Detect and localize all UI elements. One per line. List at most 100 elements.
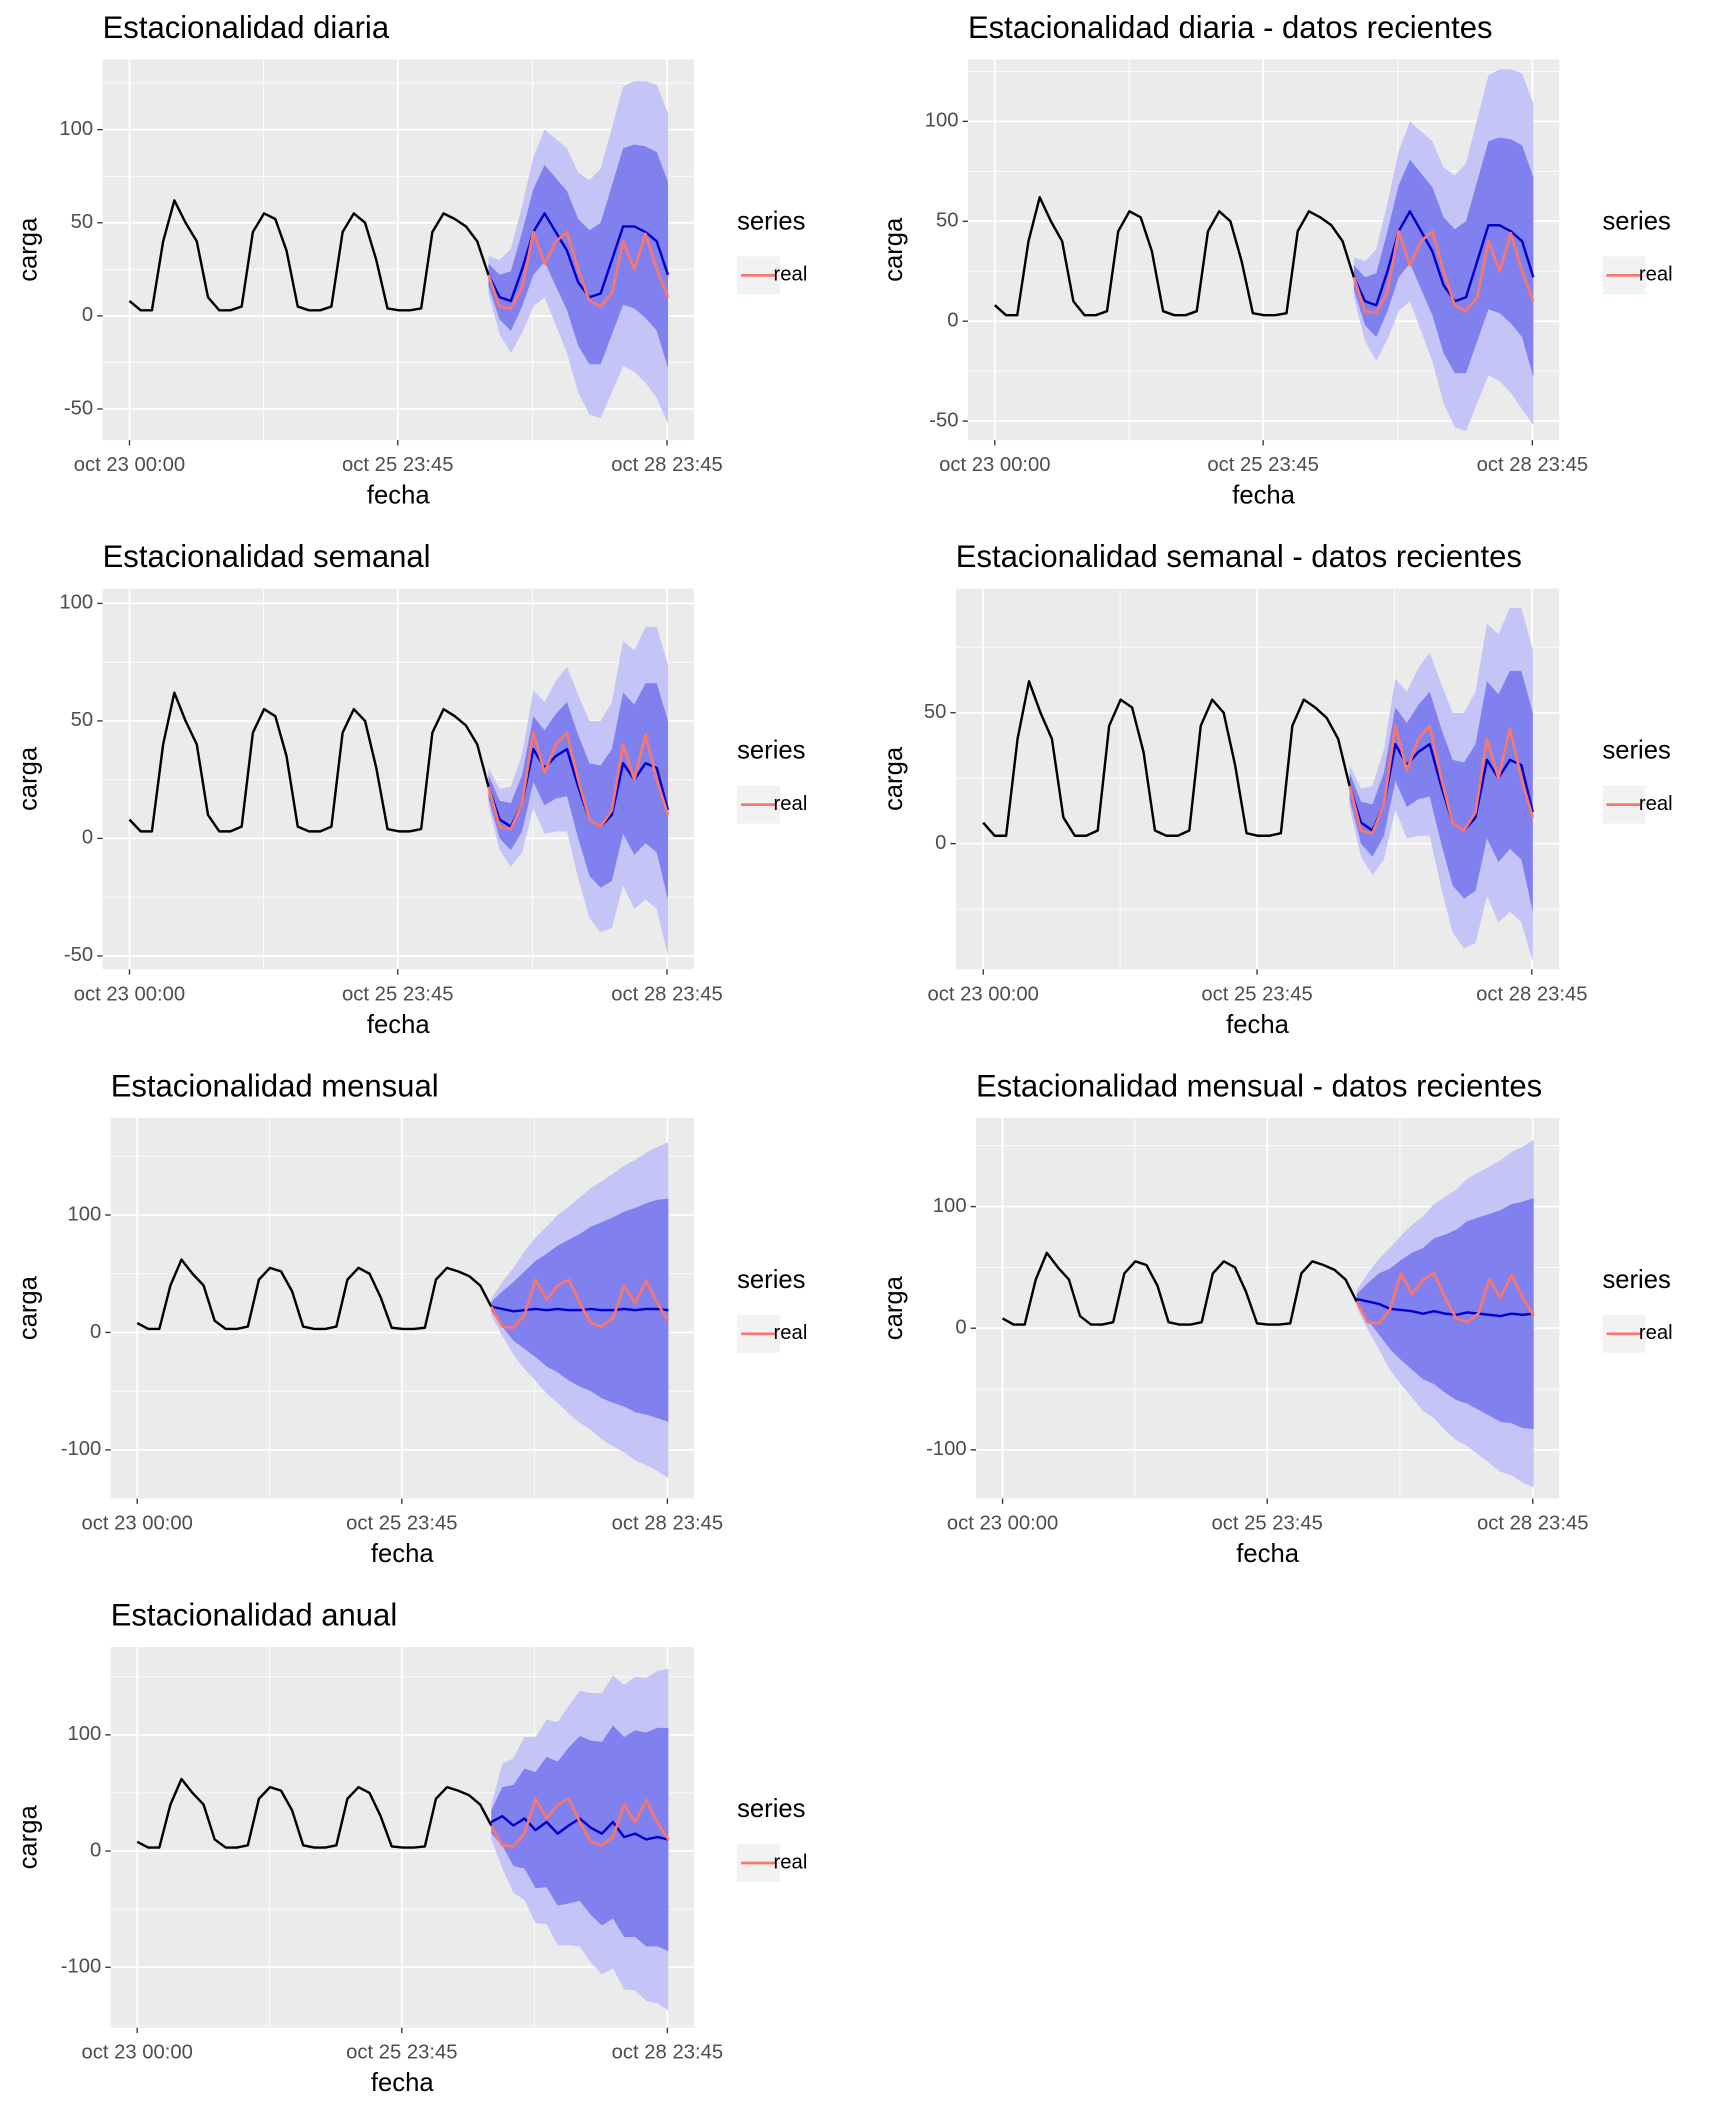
legend-title: series: [1602, 737, 1670, 765]
legend-title: series: [1602, 208, 1670, 236]
x-tick-label: oct 23 00:00: [81, 2042, 192, 2064]
chart-title: Estacionalidad diaria: [103, 10, 390, 45]
y-tick-label: 50: [71, 211, 94, 233]
forecast-line: [490, 1814, 669, 1841]
y-tick-label: -50: [64, 397, 93, 419]
legend-label: real: [1639, 793, 1673, 815]
y-tick-label: 100: [933, 1195, 967, 1217]
legend-label: real: [774, 1851, 808, 1873]
y-tick-label: -100: [61, 1956, 102, 1978]
y-axis-title: carga: [880, 746, 908, 811]
real-line: [1355, 1272, 1535, 1325]
y-axis-title: carga: [880, 1275, 908, 1340]
x-axis-title: fecha: [371, 1540, 434, 1568]
history-line: [994, 196, 1355, 317]
band-80: [491, 1725, 669, 1952]
x-tick-label: oct 28 23:45: [611, 983, 722, 1005]
y-tick-label: 0: [82, 827, 93, 849]
forecast-line: [1352, 210, 1535, 307]
history-line: [982, 680, 1351, 837]
forecast-line: [491, 1305, 669, 1313]
x-tick-label: oct 25 23:45: [346, 1512, 457, 1534]
x-axis-title: fecha: [1226, 1011, 1289, 1039]
y-tick-label: 100: [59, 592, 93, 614]
y-tick-label: 100: [67, 1203, 101, 1225]
x-tick-label: oct 25 23:45: [1211, 1512, 1322, 1534]
real-line: [487, 230, 670, 310]
band-80: [488, 144, 668, 369]
history-line: [136, 1777, 493, 1849]
x-tick-label: oct 23 00:00: [81, 1512, 192, 1534]
x-axis-title: fecha: [367, 1011, 430, 1039]
history-line: [128, 691, 490, 833]
y-axis-title: carga: [880, 217, 908, 282]
y-tick-label: 0: [947, 310, 958, 332]
y-tick-label: 0: [90, 1839, 101, 1861]
x-tick-label: oct 28 23:45: [1477, 454, 1588, 476]
x-axis-title: fecha: [1236, 1540, 1299, 1568]
legend-title: series: [737, 1795, 805, 1823]
x-tick-label: oct 25 23:45: [1207, 454, 1318, 476]
x-axis-title: fecha: [1232, 482, 1295, 510]
x-tick-label: oct 23 00:00: [939, 454, 1050, 476]
real-line: [490, 1278, 670, 1330]
y-axis-title: carga: [14, 1275, 42, 1340]
legend-title: series: [737, 208, 805, 236]
y-tick-label: -50: [64, 944, 93, 966]
y-axis-title: carga: [14, 746, 42, 811]
y-tick-label: 0: [955, 1317, 966, 1339]
chart-title: Estacionalidad anual: [111, 1598, 398, 1633]
real-line: [487, 731, 670, 831]
x-tick-label: oct 23 00:00: [927, 983, 1038, 1005]
x-tick-label: oct 25 23:45: [1201, 983, 1312, 1005]
legend-label: real: [774, 793, 808, 815]
legend-label: real: [774, 264, 808, 286]
real-line: [1348, 724, 1535, 835]
x-tick-label: oct 25 23:45: [346, 2042, 457, 2064]
history-line: [128, 199, 490, 312]
x-tick-label: oct 28 23:45: [611, 454, 722, 476]
x-tick-label: oct 25 23:45: [342, 983, 453, 1005]
history-line: [136, 1258, 493, 1331]
x-tick-label: oct 25 23:45: [342, 454, 453, 476]
history-line: [1001, 1251, 1358, 1326]
y-tick-label: 0: [935, 832, 946, 854]
y-tick-label: 100: [67, 1723, 101, 1745]
y-tick-label: -50: [929, 409, 958, 431]
chart-title: Estacionalidad mensual: [111, 1068, 439, 1103]
real-line: [1352, 229, 1535, 315]
x-tick-label: oct 23 00:00: [74, 454, 185, 476]
legend-label: real: [1639, 1322, 1673, 1344]
chart-title: Estacionalidad semanal - datos recientes: [956, 539, 1522, 574]
y-axis-title: carga: [14, 217, 42, 282]
y-tick-label: 50: [71, 709, 94, 731]
forecast-line: [487, 212, 670, 303]
y-tick-label: 50: [936, 210, 959, 232]
x-tick-label: oct 28 23:45: [1476, 983, 1587, 1005]
y-tick-label: -100: [61, 1438, 102, 1460]
y-tick-label: 50: [924, 701, 947, 723]
x-tick-label: oct 23 00:00: [947, 1512, 1058, 1534]
y-axis-title: carga: [14, 1805, 42, 1870]
legend-label: real: [774, 1322, 808, 1344]
y-tick-label: 0: [82, 304, 93, 326]
x-tick-label: oct 28 23:45: [1477, 1512, 1588, 1534]
chart-title: Estacionalidad semanal: [103, 539, 431, 574]
real-line: [490, 1797, 670, 1848]
chart-title: Estacionalidad diaria - datos recientes: [968, 10, 1493, 45]
legend-title: series: [1602, 1266, 1670, 1294]
x-axis-title: fecha: [371, 2069, 434, 2097]
x-tick-label: oct 28 23:45: [612, 2042, 723, 2064]
chart-title: Estacionalidad mensual - datos recientes: [976, 1068, 1542, 1103]
x-axis-title: fecha: [367, 482, 430, 510]
legend-title: series: [737, 737, 805, 765]
y-tick-label: 100: [59, 118, 93, 140]
x-tick-label: oct 23 00:00: [74, 983, 185, 1005]
y-tick-label: 0: [90, 1321, 101, 1343]
band-80: [1353, 137, 1534, 378]
y-tick-label: 100: [925, 110, 959, 132]
y-tick-label: -100: [926, 1438, 967, 1460]
legend-title: series: [737, 1266, 805, 1294]
